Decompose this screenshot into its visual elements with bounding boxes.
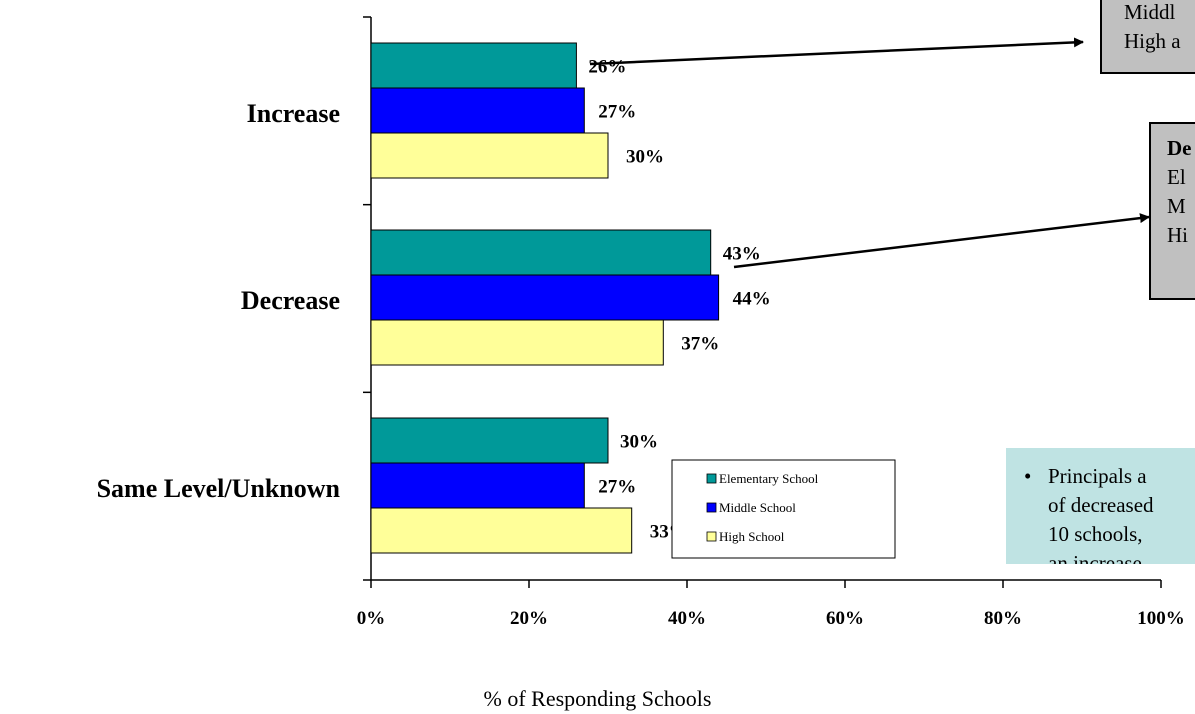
- legend-label: Elementary School: [719, 471, 819, 486]
- x-tick-label: 80%: [984, 608, 1022, 629]
- bar: [370, 42, 577, 89]
- data-label: 26%: [588, 57, 626, 78]
- plot-area: 0% 20% 40% 60% 80% 100% Increase Decrease Same L…: [97, 16, 1185, 629]
- x-axis-title: % of Responding Schools: [483, 686, 712, 711]
- data-label: 43%: [723, 244, 761, 265]
- legend-swatch: [706, 531, 717, 542]
- bar: [370, 229, 712, 276]
- data-label: 30%: [626, 147, 664, 168]
- x-tick-label: 40%: [668, 608, 706, 629]
- bar: [370, 507, 633, 554]
- callout-line: Middl: [1124, 0, 1176, 24]
- increase-callout-box: Middl High a: [1100, 0, 1195, 74]
- note-line: • Principals a: [1024, 462, 1195, 491]
- decrease-callout-arrow: [733, 213, 1150, 269]
- bar: [370, 319, 664, 366]
- data-label: 44%: [733, 289, 771, 310]
- legend-label: Middle School: [719, 500, 796, 515]
- data-label: 27%: [598, 102, 636, 123]
- bar: [370, 417, 609, 464]
- callout-line: M: [1167, 194, 1186, 218]
- bar: [370, 274, 720, 321]
- data-label: 30%: [620, 432, 658, 453]
- note-line: an increase: [1048, 551, 1142, 564]
- note-line: of decreased: [1048, 493, 1154, 517]
- category-label: Same Level/Unknown: [97, 474, 341, 503]
- bar: [370, 87, 585, 134]
- category-label: Decrease: [241, 286, 340, 315]
- increase-callout-arrow: [589, 37, 1084, 66]
- data-label: 37%: [681, 334, 719, 355]
- note-line: 10 schools,: [1048, 522, 1143, 546]
- x-tick-label: 0%: [357, 608, 386, 629]
- legend-swatch: [706, 473, 717, 484]
- callout-line: Hi: [1167, 223, 1188, 247]
- data-label: 27%: [598, 477, 636, 498]
- bullet-icon: •: [1024, 464, 1032, 488]
- note-box: • Principals a of decreased 10 schools, a…: [1006, 448, 1195, 564]
- legend-swatch: [706, 502, 717, 513]
- legend-label: High School: [719, 529, 785, 544]
- x-tick-label: 60%: [826, 608, 864, 629]
- legend: Elementary School Middle School High Schoo…: [671, 459, 896, 559]
- category-label: Increase: [247, 99, 340, 128]
- callout-line: High a: [1124, 29, 1181, 53]
- note-text: Principals a: [1048, 464, 1147, 488]
- x-tick-label: 20%: [510, 608, 548, 629]
- bar: [370, 132, 609, 179]
- x-tick-label: 100%: [1137, 608, 1185, 629]
- decrease-callout-box: De El M Hi: [1149, 122, 1195, 300]
- callout-line: El: [1167, 165, 1186, 189]
- callout-title: De: [1167, 136, 1192, 160]
- bar: [370, 462, 585, 509]
